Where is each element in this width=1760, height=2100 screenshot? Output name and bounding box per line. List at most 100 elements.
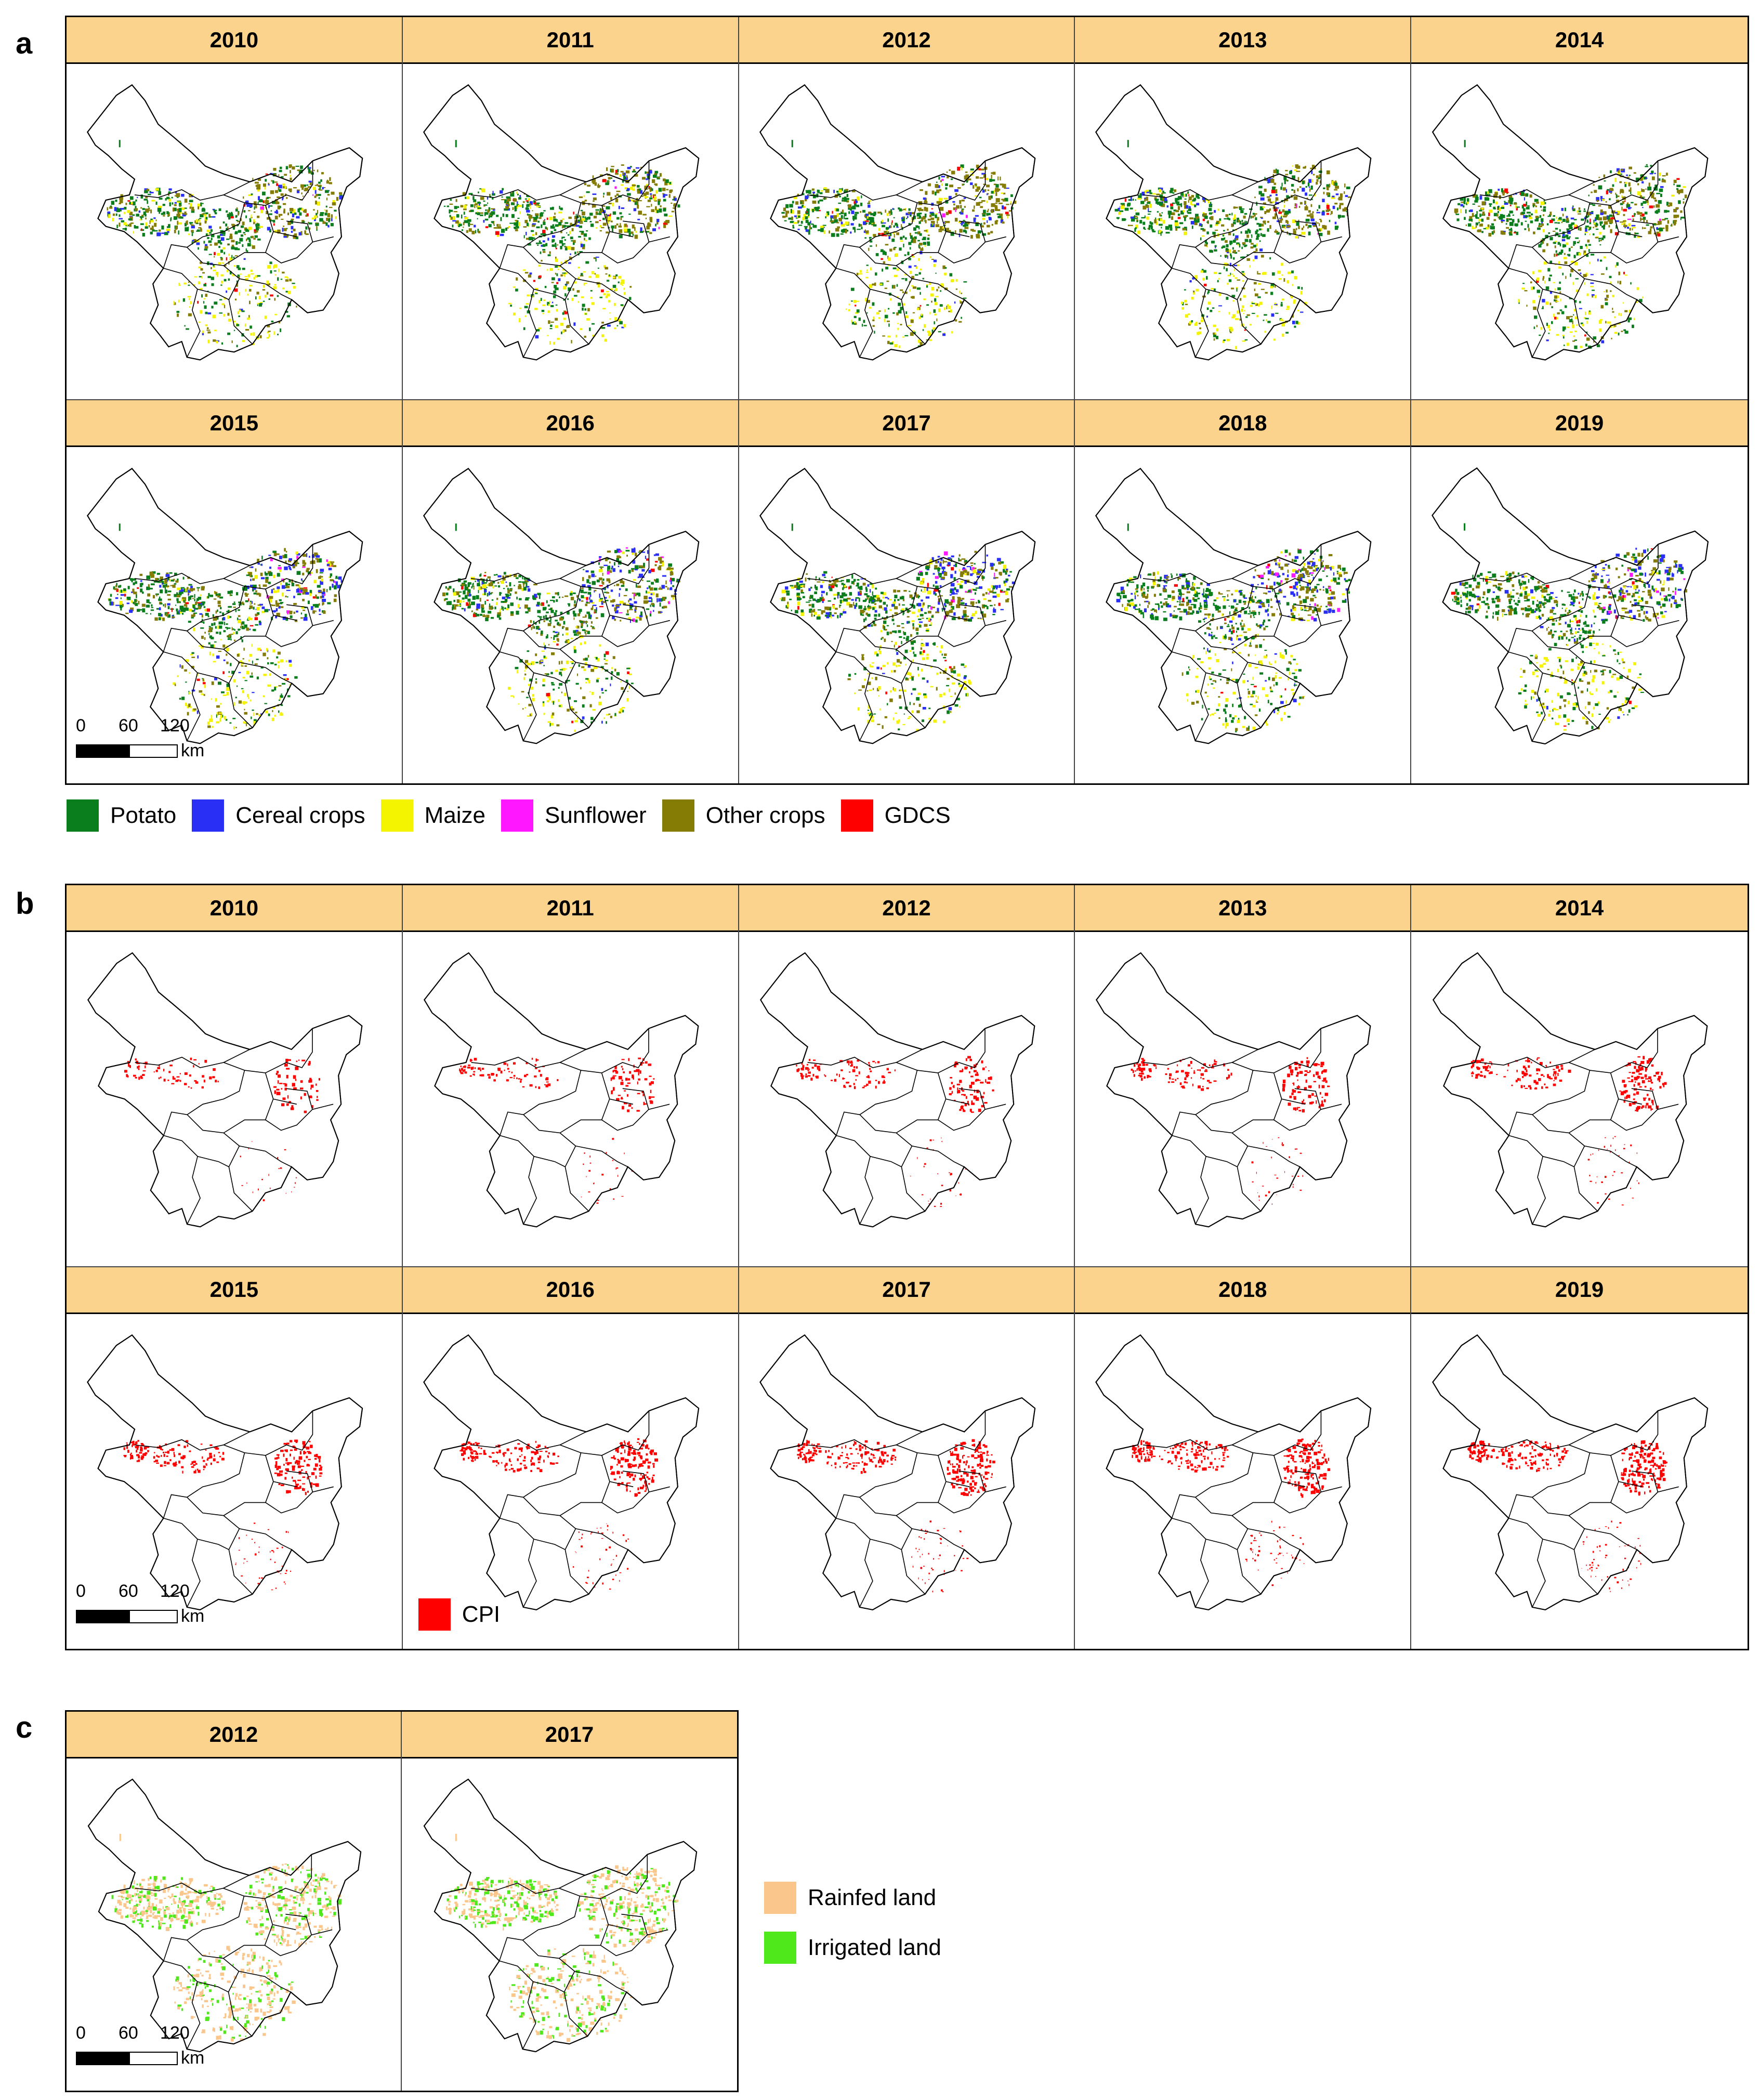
legend-swatch bbox=[764, 1882, 796, 1914]
legend-item-maize: Maize bbox=[380, 799, 485, 832]
map-area bbox=[1411, 1314, 1748, 1649]
scale-tick: 60 bbox=[119, 2023, 138, 2043]
panel-a-map-grid: 2010 2011 2012 2013 2014 2015 0 60 120 bbox=[65, 16, 1749, 785]
scale-black-segment bbox=[76, 744, 130, 758]
scale-unit: km bbox=[181, 741, 205, 760]
year-header: 2012 bbox=[67, 1712, 401, 1758]
map-cell-2012: 2012 0 60 120 km bbox=[67, 1712, 402, 2091]
district-map bbox=[87, 952, 363, 1228]
legend-label: Sunflower bbox=[545, 803, 647, 828]
district-map bbox=[759, 1334, 1035, 1610]
scale-tick: 120 bbox=[160, 716, 190, 736]
year-header: 2019 bbox=[1411, 400, 1748, 447]
scale-tick: 60 bbox=[119, 1581, 138, 1601]
scale-white-segment bbox=[130, 2051, 178, 2065]
year-header: 2013 bbox=[1075, 17, 1411, 64]
scale-black-segment bbox=[76, 1609, 130, 1623]
legend-swatch bbox=[662, 799, 694, 832]
map-cell-2017: 2017 bbox=[739, 1267, 1075, 1649]
legend-item-rainfed-land: Rainfed land bbox=[764, 1882, 941, 1914]
legend-item-other-crops: Other crops bbox=[662, 799, 825, 832]
map-cell-2019: 2019 bbox=[1411, 1267, 1748, 1649]
district-map bbox=[423, 1334, 699, 1610]
scale-black-segment bbox=[76, 2051, 130, 2065]
map-cell-2018: 2018 bbox=[1075, 1267, 1412, 1649]
legend-item-gdcs: GDCS bbox=[840, 799, 951, 832]
district-map bbox=[1096, 952, 1371, 1228]
year-header: 2010 bbox=[67, 17, 402, 64]
legend-label: GDCS bbox=[884, 803, 951, 828]
legend-swatch bbox=[764, 1932, 796, 1964]
scale-unit: km bbox=[181, 1606, 205, 1626]
map-cell-2012: 2012 bbox=[739, 885, 1075, 1267]
map-area bbox=[739, 447, 1074, 783]
year-header: 2016 bbox=[402, 400, 738, 447]
map-cell-2010: 2010 bbox=[67, 17, 403, 400]
legend-label: Irrigated land bbox=[808, 1935, 941, 1960]
scale-unit: km bbox=[181, 2048, 205, 2068]
district-map bbox=[1095, 468, 1372, 744]
district-map bbox=[1433, 952, 1708, 1228]
map-cell-2017: 2017 bbox=[739, 400, 1075, 783]
legend-swatch bbox=[840, 799, 873, 832]
legend-label: Potato bbox=[110, 803, 177, 828]
scale-tick: 0 bbox=[76, 1581, 86, 1601]
scale-tick: 120 bbox=[160, 1581, 190, 1601]
map-cell-2011: 2011 bbox=[402, 17, 739, 400]
year-header: 2017 bbox=[402, 1712, 737, 1758]
scale-tick: 0 bbox=[76, 2023, 86, 2043]
year-header: 2011 bbox=[402, 17, 738, 64]
legend-item-sunflower: Sunflower bbox=[501, 799, 647, 832]
map-area bbox=[67, 447, 402, 783]
map-cell-2013: 2013 bbox=[1075, 17, 1412, 400]
legend-item-cpi: CPI bbox=[418, 1598, 500, 1631]
year-header: 2011 bbox=[402, 885, 738, 932]
district-map bbox=[87, 1778, 362, 2053]
panel-c-map-grid: 2012 0 60 120 km 2017 bbox=[65, 1710, 739, 2092]
map-area bbox=[67, 932, 402, 1266]
map-area bbox=[1411, 64, 1748, 399]
map-area bbox=[1075, 64, 1410, 399]
map-cell-2016: 2016 CPI bbox=[402, 1267, 739, 1649]
district-map bbox=[423, 952, 699, 1228]
map-cell-2010: 2010 bbox=[67, 885, 403, 1267]
district-map bbox=[87, 468, 363, 744]
year-header: 2012 bbox=[739, 17, 1074, 64]
map-area bbox=[1411, 932, 1748, 1266]
map-area bbox=[1075, 1314, 1410, 1649]
legend-swatch bbox=[501, 799, 534, 832]
map-area bbox=[739, 1314, 1074, 1649]
map-cell-2015: 2015 0 60 120 km bbox=[67, 400, 403, 783]
map-cell-2014: 2014 bbox=[1411, 885, 1748, 1267]
scale-tick: 0 bbox=[76, 716, 86, 736]
year-header: 2017 bbox=[739, 1267, 1074, 1314]
map-area bbox=[1411, 447, 1748, 783]
district-map bbox=[87, 84, 363, 361]
panel-label-c: c bbox=[16, 1711, 33, 1744]
legend-label: Cereal crops bbox=[235, 803, 365, 828]
district-map bbox=[1095, 84, 1372, 361]
scale-bar: 0 60 120 km bbox=[76, 1581, 232, 1628]
legend-label: Rainfed land bbox=[808, 1885, 937, 1910]
legend-swatch bbox=[67, 799, 99, 832]
year-header: 2018 bbox=[1075, 1267, 1411, 1314]
map-area bbox=[403, 447, 738, 783]
map-area bbox=[67, 1758, 401, 2091]
map-area bbox=[403, 64, 738, 399]
map-area bbox=[1075, 447, 1410, 783]
panel-label-a: a bbox=[16, 27, 33, 60]
year-header: 2014 bbox=[1411, 17, 1748, 64]
map-area bbox=[402, 1758, 737, 2091]
district-map bbox=[423, 84, 700, 361]
year-header: 2013 bbox=[1075, 885, 1411, 932]
map-area bbox=[67, 1314, 402, 1649]
year-header: 2012 bbox=[739, 885, 1074, 932]
map-area bbox=[1075, 932, 1410, 1266]
district-map bbox=[423, 468, 700, 744]
legend-item-irrigated-land: Irrigated land bbox=[764, 1932, 941, 1964]
map-cell-2011: 2011 bbox=[402, 885, 739, 1267]
map-area bbox=[403, 932, 738, 1266]
scale-bar: 0 60 120 km bbox=[76, 716, 232, 763]
year-header: 2016 bbox=[402, 1267, 738, 1314]
map-cell-2012: 2012 bbox=[739, 17, 1075, 400]
